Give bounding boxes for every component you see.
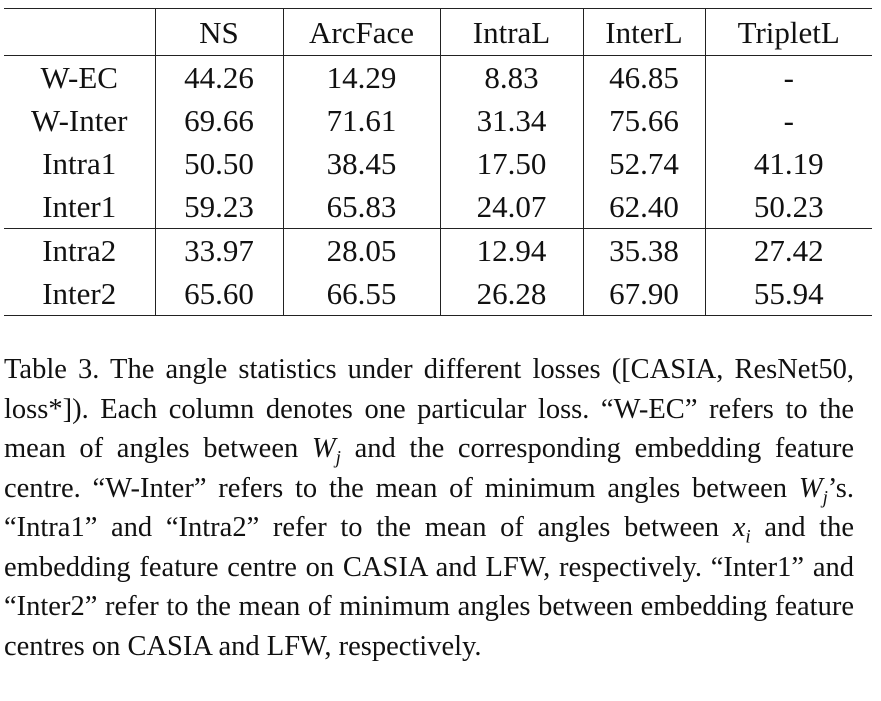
row-header: Intra2 [42, 233, 117, 268]
cell: 50.23 [704, 185, 872, 229]
row-header: Inter1 [42, 189, 117, 224]
cell: 66.55 [282, 272, 440, 316]
table-row: Inter2 65.60 66.55 26.28 67.90 55.94 [4, 272, 872, 316]
cell: 24.07 [439, 185, 583, 229]
cell: 38.45 [282, 142, 440, 185]
table-row: W-Inter 69.66 71.61 31.34 75.66- [4, 99, 872, 142]
table-row: Intra2 33.97 28.05 12.94 35.38 27.42 [4, 228, 872, 272]
cell: 71.61 [282, 99, 440, 142]
cell: 59.23 [154, 185, 283, 229]
row-header: Inter2 [42, 276, 117, 311]
column-header [4, 9, 155, 56]
cell: 65.60 [154, 272, 283, 316]
math-subscript: j [335, 447, 341, 469]
caption-text: and the corresponding embedding feature … [4, 433, 854, 504]
row-group: W-EC 44.26 14.29 8.83 46.85- W-Inter 69.66 71.6… [4, 55, 872, 229]
math-symbol: W [311, 433, 336, 464]
cell: 35.38 [582, 228, 705, 272]
table-row: Intra1 50.50 38.45 17.50 52.74 41.19 [4, 142, 872, 185]
row-group: Intra2 33.97 28.05 12.94 35.38 27.42 Inter2 65.… [4, 228, 872, 316]
cell: 26.28 [439, 272, 583, 316]
cell: 75.66 [582, 99, 705, 142]
caption-text: and the embedding feature centre on CASI… [4, 512, 855, 662]
cell: 65.83 [282, 185, 440, 229]
cell: 17.50 [439, 142, 583, 185]
cell: 69.66 [154, 99, 283, 142]
math-subscript: j [822, 487, 828, 509]
math-subscript: i [745, 526, 751, 548]
cell: - [704, 99, 872, 142]
table-row: W-EC 44.26 14.29 8.83 46.85- [4, 55, 872, 99]
cell: - [704, 55, 872, 99]
caption: Table 3. The angle statistics under diff… [4, 350, 854, 666]
column-header: TripletL [704, 8, 872, 56]
cell: 8.83 [439, 55, 583, 99]
cell: 31.34 [439, 99, 583, 142]
column-header: NS [154, 8, 283, 56]
table-header: NS ArcFace IntraL InterL TripletL [4, 8, 872, 56]
cell: 14.29 [282, 55, 440, 99]
cell: 62.40 [582, 185, 705, 229]
header-row: NS ArcFace IntraL InterL TripletL [4, 8, 872, 56]
caption-text: Table 3. The angle statistics under diff… [4, 354, 854, 464]
cell: 50.50 [154, 142, 283, 185]
cell: 44.26 [154, 55, 283, 99]
cell: 67.90 [582, 272, 705, 316]
math-symbol: W [798, 472, 823, 504]
cell: 41.19 [704, 142, 872, 185]
column-header: ArcFace [282, 8, 440, 56]
cell: 12.94 [439, 228, 583, 272]
table-row: Inter1 59.23 65.83 24.07 62.40 50.23 [4, 185, 872, 229]
cell: 46.85 [582, 55, 705, 99]
cell: 28.05 [282, 228, 440, 272]
caption-text: ’s. “Intra1” and “Intra2” refer to the m… [4, 472, 854, 544]
column-header: IntraL [439, 8, 583, 56]
column-header: InterL [582, 8, 705, 56]
results-table: NS ArcFace IntraL InterL TripletL W-EC 44.26 14… [4, 8, 872, 316]
cell: 55.94 [704, 272, 872, 316]
row-header: Intra1 [42, 146, 117, 181]
cell: 33.97 [154, 228, 283, 272]
math-symbol: x [732, 512, 746, 543]
cell: 27.42 [704, 228, 872, 272]
row-header: W-Inter [31, 103, 128, 138]
row-header: W-EC [40, 60, 119, 95]
cell: 52.74 [582, 142, 705, 185]
